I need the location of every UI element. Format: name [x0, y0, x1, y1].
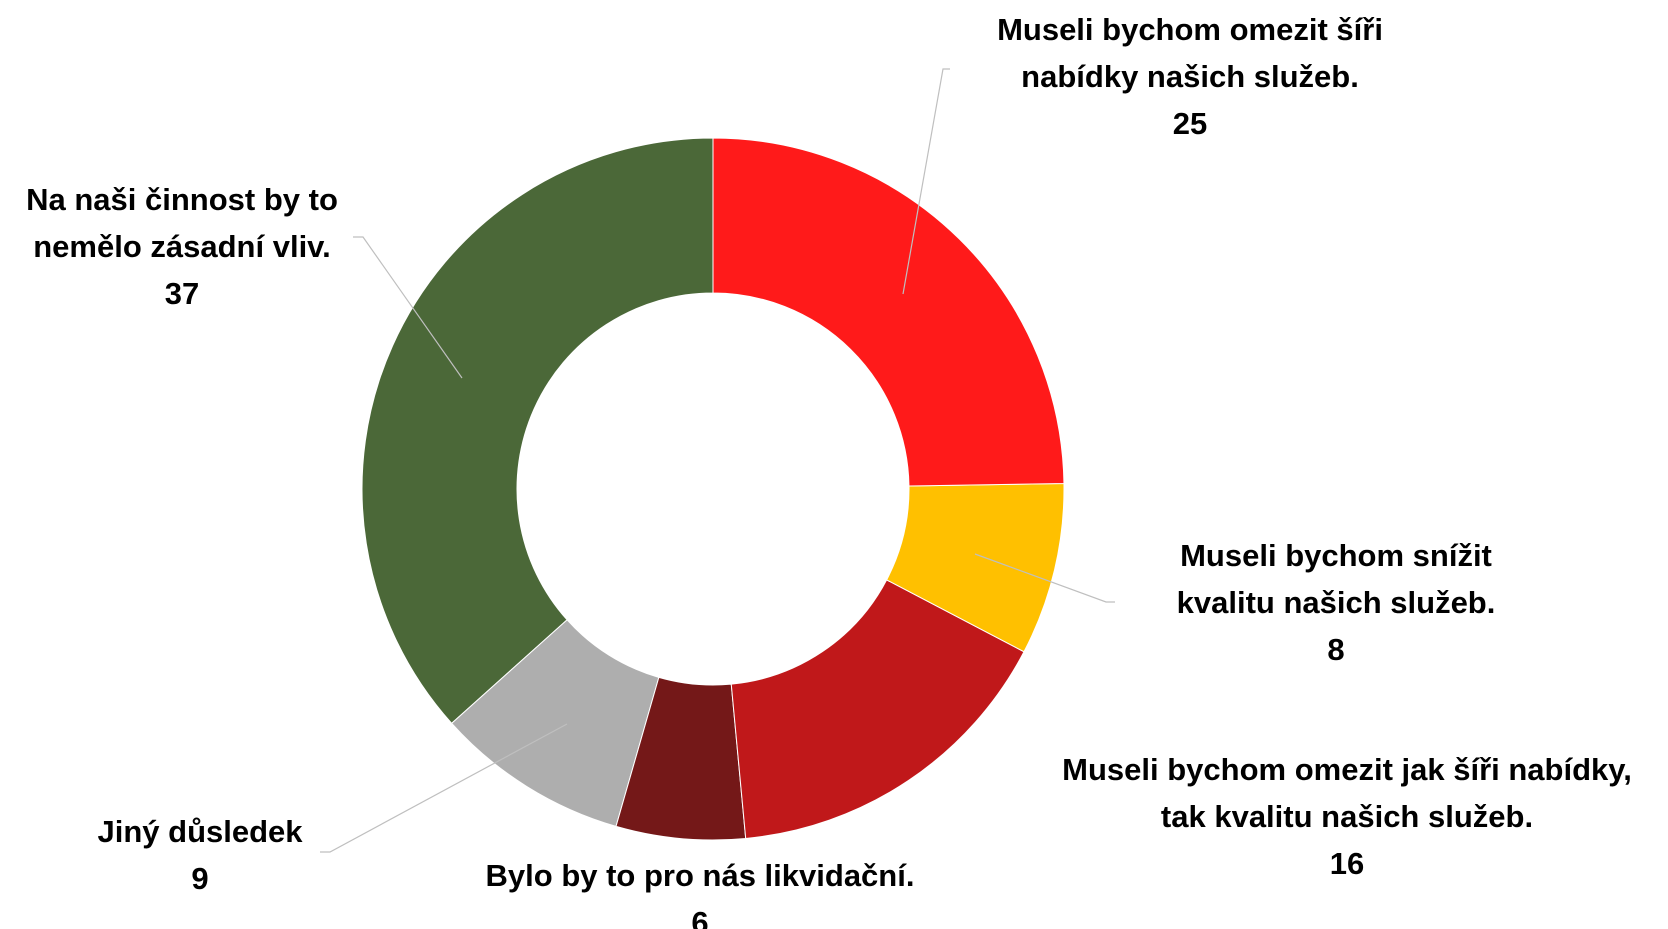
category-label: Na naši činnost by to nemělo zásadní vli…	[26, 182, 338, 264]
value-label: 37	[164, 276, 200, 311]
donut-slice	[615, 676, 747, 841]
leader-line	[974, 553, 1115, 603]
value-label: 9	[191, 861, 209, 896]
value-label: 8	[1327, 632, 1345, 667]
data-label: Museli bychom snížit kvalitu našich služ…	[1146, 532, 1526, 673]
leader-lines	[320, 68, 1115, 853]
leader-line	[353, 236, 463, 379]
data-label: Bylo by to pro nás likvidační. 6	[460, 852, 940, 929]
leader-line	[902, 68, 950, 295]
value-label: 16	[1329, 846, 1365, 881]
donut-slice	[361, 137, 714, 725]
value-label: 25	[1172, 106, 1208, 141]
donut-slice	[730, 579, 1025, 840]
category-label: Museli bychom snížit kvalitu našich služ…	[1176, 538, 1496, 620]
category-label: Museli bychom omezit jak šíři nabídky, t…	[1062, 752, 1632, 834]
category-label: Jiný důsledek	[97, 814, 303, 849]
data-label: Jiný důsledek 9	[70, 808, 330, 902]
leader-line	[320, 723, 568, 853]
data-label: Na naši činnost by to nemělo zásadní vli…	[2, 176, 362, 317]
category-label: Bylo by to pro nás likvidační.	[485, 858, 915, 893]
donut-slice	[712, 137, 1065, 487]
donut-slice	[450, 619, 660, 827]
category-label: Museli bychom omezit šíři nabídky našich…	[997, 12, 1383, 94]
value-label: 6	[691, 905, 709, 929]
donut-slice	[885, 483, 1065, 653]
data-label: Museli bychom omezit šíři nabídky našich…	[980, 6, 1400, 147]
data-label: Museli bychom omezit jak šíři nabídky, t…	[1037, 746, 1657, 887]
